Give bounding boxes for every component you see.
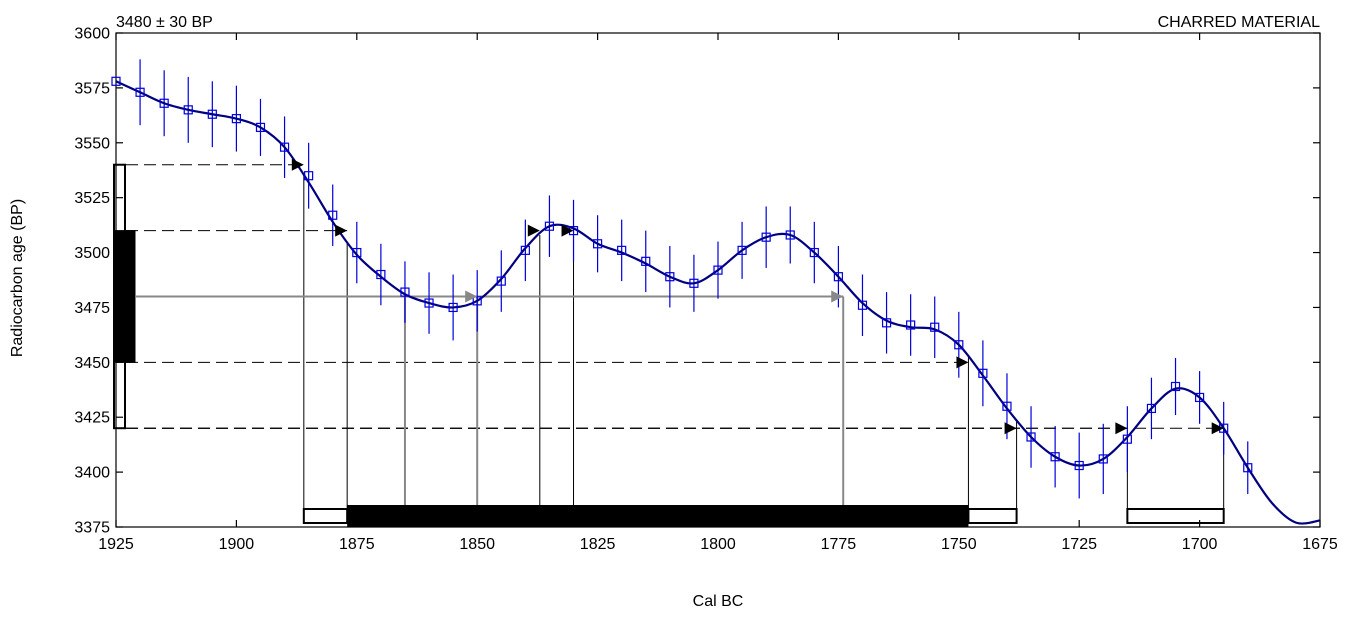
y-axis-label: Radiocarbon age (BP) — [9, 199, 26, 357]
y-tick-label: 3600 — [74, 26, 110, 43]
measured-arrowhead — [831, 290, 843, 302]
calibrated-sigma2-interval — [1127, 509, 1223, 523]
x-tick-label: 1925 — [98, 536, 134, 553]
measurement-sigma1-bar — [114, 231, 135, 363]
y-tick-label: 3400 — [74, 465, 110, 482]
calibrated-sigma2-interval — [968, 509, 1016, 523]
x-tick-label: 1700 — [1182, 536, 1218, 553]
y-tick-label: 3425 — [74, 410, 110, 427]
x-tick-label: 1850 — [459, 536, 495, 553]
x-tick-label: 1800 — [700, 536, 736, 553]
x-tick-label: 1775 — [821, 536, 857, 553]
x-axis-label: Cal BC — [693, 593, 744, 610]
x-tick-label: 1900 — [219, 536, 255, 553]
y-tick-label: 3575 — [74, 80, 110, 97]
projection-arrowhead — [292, 159, 304, 171]
projection-arrowhead — [1005, 422, 1017, 434]
calibrated-sigma1-interval — [347, 505, 968, 527]
y-tick-label: 3500 — [74, 245, 110, 262]
x-tick-label: 1875 — [339, 536, 375, 553]
y-tick-label: 3375 — [74, 520, 110, 537]
projection-arrowhead — [956, 356, 968, 368]
x-tick-label: 1825 — [580, 536, 616, 553]
calibrated-sigma2-interval — [304, 509, 347, 523]
x-tick-label: 1675 — [1302, 536, 1338, 553]
header-left-text: 3480 ± 30 BP — [116, 14, 213, 31]
x-tick-label: 1750 — [941, 536, 977, 553]
y-tick-label: 3525 — [74, 190, 110, 207]
y-tick-label: 3450 — [74, 355, 110, 372]
projection-arrowhead — [1115, 422, 1127, 434]
x-tick-label: 1725 — [1061, 536, 1097, 553]
y-tick-label: 3550 — [74, 135, 110, 152]
header-right-text: CHARRED MATERIAL — [1158, 14, 1320, 31]
calibration-curve — [116, 81, 1320, 523]
y-tick-label: 3475 — [74, 300, 110, 317]
